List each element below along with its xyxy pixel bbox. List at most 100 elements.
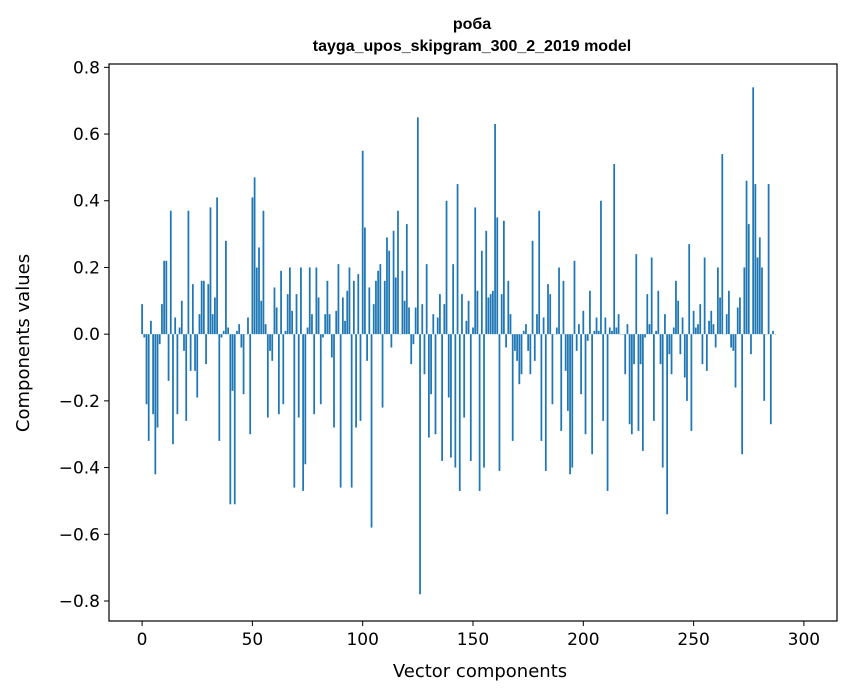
- bar: [578, 324, 580, 335]
- bar: [525, 324, 527, 335]
- bar: [463, 334, 466, 418]
- bar: [461, 294, 463, 335]
- bar: [335, 310, 338, 335]
- bar: [211, 314, 214, 335]
- bar: [370, 334, 373, 528]
- x-tick-label: 0: [137, 630, 148, 650]
- bar: [408, 307, 410, 335]
- bar: [269, 334, 271, 351]
- bar: [196, 334, 199, 398]
- bar: [277, 334, 280, 415]
- bar: [264, 324, 267, 335]
- bar: [348, 267, 351, 335]
- bar: [352, 280, 355, 335]
- bar: [639, 334, 642, 365]
- bar: [293, 334, 296, 488]
- bar: [637, 334, 640, 431]
- bar: [271, 334, 274, 361]
- y-axis-label: Components values: [13, 254, 34, 432]
- bar: [646, 294, 649, 335]
- bar: [390, 334, 393, 348]
- bar: [183, 334, 185, 351]
- bar: [772, 330, 774, 335]
- bar: [447, 334, 450, 398]
- bar: [547, 284, 549, 335]
- bar: [176, 334, 179, 415]
- x-tick-label: 50: [242, 630, 264, 650]
- bar: [725, 314, 728, 335]
- bar: [297, 334, 300, 418]
- bar: [635, 254, 638, 335]
- bar: [194, 334, 196, 371]
- bar: [165, 260, 168, 335]
- bar: [467, 300, 470, 335]
- bar: [421, 304, 424, 335]
- bar: [549, 294, 552, 335]
- bar: [397, 210, 399, 335]
- bar: [238, 324, 241, 335]
- bar: [161, 304, 163, 335]
- bar: [472, 327, 474, 335]
- bar: [158, 334, 161, 345]
- bar: [167, 334, 170, 381]
- bar: [366, 334, 368, 361]
- bar: [286, 294, 289, 335]
- bar: [150, 320, 152, 335]
- bar: [439, 294, 441, 335]
- bar: [728, 290, 730, 335]
- bar: [154, 334, 157, 475]
- bar: [275, 307, 278, 335]
- bar: [681, 317, 684, 335]
- bar: [143, 334, 146, 338]
- bar: [480, 250, 483, 335]
- bar: [593, 330, 596, 335]
- y-tick-label: −0.8: [59, 592, 100, 612]
- bar: [600, 200, 602, 335]
- bar: [489, 294, 492, 335]
- bar: [333, 334, 335, 428]
- bar: [405, 224, 408, 335]
- bar: [633, 334, 635, 365]
- bar: [613, 164, 616, 335]
- bar: [341, 297, 344, 335]
- bar: [604, 317, 607, 335]
- bar: [355, 334, 357, 428]
- bar: [326, 280, 329, 335]
- bar: [273, 287, 276, 335]
- bar: [200, 280, 203, 335]
- bar: [522, 330, 525, 335]
- y-axis: −0.8 −0.6 −0.4 −0.2 0.0 0.2 0.4 0.6 0.8: [59, 58, 109, 612]
- bar: [582, 310, 585, 335]
- bar: [692, 310, 695, 335]
- bar: [500, 294, 503, 335]
- bar: [174, 317, 177, 335]
- bar: [141, 304, 143, 335]
- bar: [344, 320, 346, 335]
- bar: [410, 334, 413, 365]
- bar: [403, 300, 406, 335]
- y-tick-label: −0.2: [59, 392, 100, 412]
- bar: [739, 297, 741, 335]
- bar: [672, 327, 675, 335]
- bar: [311, 314, 313, 335]
- bar: [357, 274, 360, 335]
- bar: [745, 180, 748, 335]
- bar: [754, 184, 757, 335]
- bar: [487, 297, 490, 335]
- bar: [732, 334, 735, 351]
- bar: [736, 307, 739, 335]
- bar: [538, 210, 541, 335]
- y-tick-label: 0.6: [73, 125, 100, 145]
- bar: [375, 280, 377, 335]
- bar: [595, 317, 598, 335]
- bar: [386, 237, 388, 335]
- bar: [185, 334, 188, 421]
- bar: [359, 334, 362, 421]
- bar: [617, 314, 620, 335]
- bar: [218, 334, 221, 441]
- y-tick-label: 0.0: [73, 325, 100, 345]
- x-axis-label: Vector components: [393, 661, 567, 682]
- bar: [564, 334, 567, 371]
- bar: [697, 324, 699, 335]
- bar: [452, 264, 455, 335]
